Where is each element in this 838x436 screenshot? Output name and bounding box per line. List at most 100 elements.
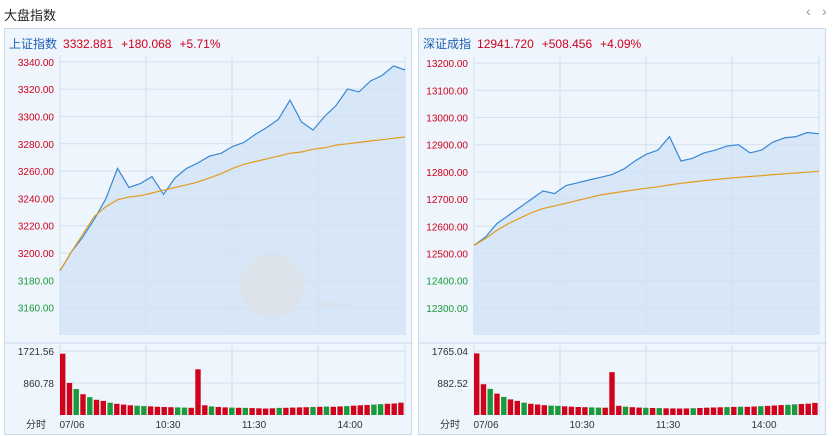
volume-bar <box>602 407 608 415</box>
index-panel-shenzhen[interactable]: 深证成指 12941.720 +508.456 +4.09% 13200.00 1310… <box>418 28 827 436</box>
index-panel-shanghai[interactable]: 上证指数 3332.881 +180.068 +5.71% 3340.00 3320.0… <box>4 28 413 436</box>
index-name: 上证指数 <box>9 37 58 51</box>
index-change: +508.456 <box>541 37 593 51</box>
volume-bar <box>371 404 377 415</box>
volume-bar <box>290 407 296 415</box>
volume-bar <box>87 397 93 415</box>
volume-bar <box>805 403 811 415</box>
y-tick-label: 12300.00 <box>426 304 468 315</box>
volume-bar <box>384 403 391 415</box>
volume-bar <box>494 393 500 415</box>
price-line <box>59 65 406 272</box>
index-name: 深证成指 <box>423 37 472 51</box>
y-tick-label: 12800.00 <box>426 168 468 179</box>
volume-bar <box>704 407 710 415</box>
volume-bar <box>276 407 282 415</box>
volume-bar <box>208 406 215 415</box>
average-line <box>59 136 406 272</box>
volume-bar <box>480 384 487 415</box>
volume-bar <box>649 408 656 415</box>
volume-bar <box>303 407 309 415</box>
y-tick-label: 13200.00 <box>426 59 468 70</box>
volume-bar <box>262 408 269 415</box>
volume-bar <box>229 407 235 415</box>
volume-bar <box>120 404 127 415</box>
y-tick-label: 13000.00 <box>426 114 468 125</box>
volume-bar <box>296 407 303 415</box>
page-title: 大盘指数 <box>4 8 57 23</box>
y-tick-label: 12600.00 <box>426 222 468 233</box>
volume-bar <box>751 406 757 415</box>
volume-bar <box>737 406 744 415</box>
chevron-right-icon[interactable]: › <box>822 3 827 19</box>
volume-bar <box>93 399 100 415</box>
volume-bar <box>724 407 730 415</box>
volume-bar <box>670 408 676 415</box>
volume-bar <box>717 407 723 415</box>
volume-bar <box>555 405 561 415</box>
volume-bar <box>147 406 154 415</box>
volume-bar <box>80 394 86 415</box>
chevron-left-icon[interactable]: ‹ <box>806 3 811 19</box>
price-area <box>474 132 819 335</box>
volume-bar <box>195 369 201 415</box>
volume-bar <box>154 406 161 415</box>
volume-bar <box>249 408 255 415</box>
volume-bar <box>676 408 683 415</box>
volume-bar <box>548 405 554 415</box>
volume-bar <box>744 406 750 415</box>
volume-bar <box>528 403 534 415</box>
volume-bar <box>643 407 649 415</box>
header: 大盘指数 ‹ › <box>0 0 838 28</box>
x-tick-label: 10:30 <box>569 420 594 431</box>
volume-axis-label: 分时 <box>26 419 46 431</box>
volume-bar <box>521 402 527 415</box>
volume-tick-label: 1765.04 <box>432 347 469 358</box>
volume-bar <box>256 408 262 415</box>
volume-bar <box>771 405 777 415</box>
volume-bar <box>778 405 784 415</box>
volume-bar <box>764 405 771 415</box>
volume-bar <box>609 372 615 415</box>
volume-bar <box>656 408 662 415</box>
volume-bar <box>398 402 404 415</box>
volume-bar <box>344 406 350 415</box>
panel-title: 上证指数 3332.881 +180.068 +5.71% <box>9 35 221 52</box>
volume-bar <box>568 406 575 415</box>
volume-bar <box>791 404 798 415</box>
volume-tick-label: 1721.56 <box>18 347 55 358</box>
volume-bar <box>100 400 106 415</box>
volume-bar <box>683 408 690 415</box>
volume-bar <box>710 407 717 415</box>
volume-bar <box>107 402 113 415</box>
y-tick-label: 3180.00 <box>18 276 55 287</box>
volume-tick-label: 882.52 <box>437 379 468 390</box>
volume-bar <box>595 407 602 415</box>
volume-bar <box>337 406 343 415</box>
volume-bar <box>798 404 805 415</box>
volume-bar <box>377 404 384 415</box>
x-tick-label: 11:30 <box>242 420 267 431</box>
y-tick-label: 3280.00 <box>18 140 55 151</box>
volume-bar <box>514 400 520 415</box>
volume-bar <box>350 405 357 415</box>
volume-bar <box>141 406 147 415</box>
y-tick-label: 3320.00 <box>18 85 55 96</box>
volume-bar <box>561 406 568 415</box>
volume-bar <box>181 407 188 415</box>
volume-bar <box>66 383 73 415</box>
volume-bar <box>222 407 228 415</box>
intraday-chart[interactable]: 13200.00 13100.00 13000.00 12900.00 12800.00… <box>419 29 827 436</box>
volume-bar <box>323 406 330 415</box>
volume-bar <box>501 396 507 415</box>
volume-bar <box>310 407 316 415</box>
volume-bar <box>317 406 323 415</box>
intraday-chart[interactable]: 3340.00 3320.00 3300.00 3280.00 3260.00 3240.… <box>5 29 413 436</box>
volume-bar <box>758 406 764 415</box>
y-tick-label: 12500.00 <box>426 249 468 260</box>
y-tick-label: 3160.00 <box>18 304 55 315</box>
x-tick-label: 10:30 <box>155 420 180 431</box>
volume-bar <box>364 405 370 415</box>
volume-bar <box>73 389 79 415</box>
index-value: 12941.720 <box>477 37 534 51</box>
